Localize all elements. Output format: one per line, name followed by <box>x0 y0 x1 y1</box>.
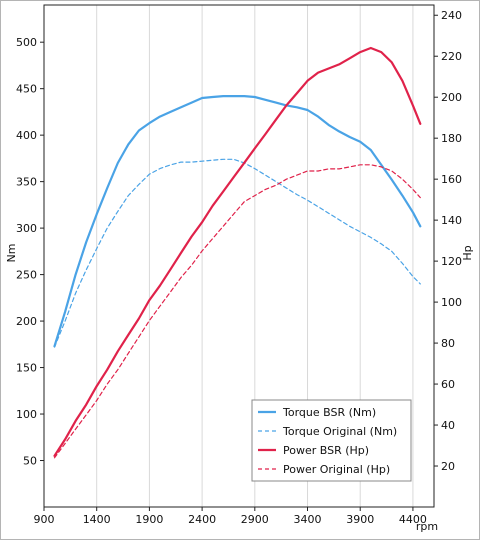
y-left-tick-label: 200 <box>16 315 37 328</box>
x-tick-label: 3900 <box>346 513 374 526</box>
x-tick-label: 4400 <box>399 513 427 526</box>
y-left-tick-label: 450 <box>16 83 37 96</box>
series-line <box>53 94 422 348</box>
y-left-tick-label: 250 <box>16 269 37 282</box>
x-tick-label: 1900 <box>135 513 163 526</box>
y-left-tick-label: 350 <box>16 176 37 189</box>
y-right-tick-label: 180 <box>441 132 462 145</box>
x-tick-label: 1400 <box>83 513 111 526</box>
x-axis-ticks: 900 1400 1900 2400 2900 3400 3900 4400 <box>34 507 427 526</box>
series-lines <box>53 46 422 459</box>
y-right-tick-label: 80 <box>441 337 455 350</box>
legend-box <box>251 399 412 482</box>
y-left-tick-label: 50 <box>23 455 37 468</box>
series-line <box>53 158 421 348</box>
y-right-tick-label: 140 <box>441 214 462 227</box>
legend-label: Torque BSR (Nm) <box>282 406 376 419</box>
y-right-tick-label: 100 <box>441 296 462 309</box>
legend-label: Power BSR (Hp) <box>283 444 369 457</box>
x-tick-label: 2900 <box>241 513 269 526</box>
y-left-tick-label: 300 <box>16 222 37 235</box>
y-axis-right-ticks: 20 40 60 80 100 120 140 160 180 200 220 240 <box>434 9 462 473</box>
y-left-tick-label: 100 <box>16 408 37 421</box>
y-right-tick-label: 220 <box>441 50 462 63</box>
legend: Torque BSR (Nm) Torque Original (Nm) Power… <box>251 399 412 482</box>
y-right-tick-label: 20 <box>441 460 455 473</box>
y-right-tick-label: 60 <box>441 378 455 391</box>
series-line <box>53 46 422 457</box>
y-left-tick-label: 150 <box>16 362 37 375</box>
y-right-tick-label: 40 <box>441 419 455 432</box>
x-tick-label: 3400 <box>294 513 322 526</box>
y-right-tick-label: 160 <box>441 173 462 186</box>
x-axis-title: rpm <box>416 520 438 533</box>
y-left-tick-label: 500 <box>16 36 37 49</box>
legend-label: Power Original (Hp) <box>283 463 390 476</box>
y-right-tick-label: 200 <box>441 91 462 104</box>
y-left-tick-label: 400 <box>16 129 37 142</box>
series-line <box>53 164 421 459</box>
x-tick-label: 2400 <box>188 513 216 526</box>
y-right-tick-label: 120 <box>441 255 462 268</box>
legend-label: Torque Original (Nm) <box>282 425 397 438</box>
y-axis-left-ticks: 50 100 150 200 250 300 350 400 450 500 <box>16 36 44 468</box>
y-axis-left-title: Nm <box>5 244 18 263</box>
x-gridlines <box>43 5 414 507</box>
x-tick-label: 900 <box>34 513 55 526</box>
plot-area-frame <box>43 4 435 508</box>
y-right-tick-label: 240 <box>441 9 462 22</box>
y-axis-right-title: Hp <box>461 245 474 260</box>
